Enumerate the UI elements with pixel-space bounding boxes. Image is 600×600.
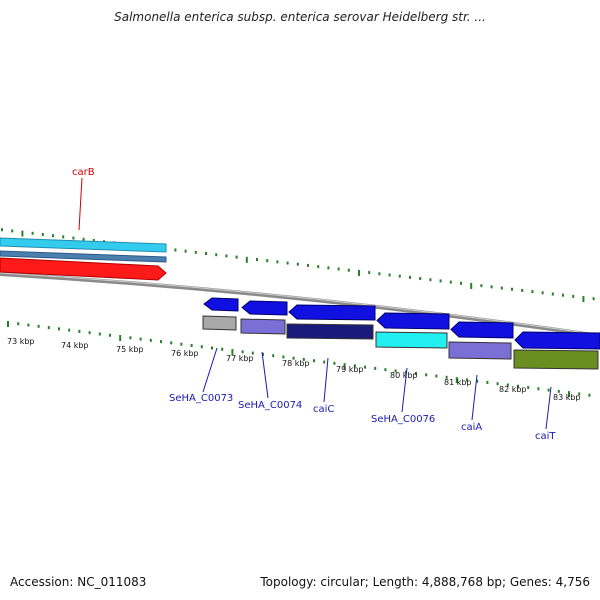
tick-label: 78 kbp [282,359,310,368]
label-leader-line [323,357,329,403]
gene-block-olive [513,349,599,370]
lower-gene-label: caiA [461,422,482,433]
tick-label: 81 kbp [444,378,472,387]
tick-label: 77 kbp [226,354,254,363]
gene-arrow-2 [241,300,288,316]
accession-text: Accession: NC_011083 [10,575,147,589]
tick-label: 83 kbp [553,393,581,402]
gene-block-navy [286,323,374,340]
gene-arrow-3 [288,304,376,321]
gene-arrow-6 [514,331,600,350]
tick-label: 80 kbp [390,371,418,380]
tick-labels: 73 kbp 74 kbp 75 kbp 76 kbp 77 kbp 78 kbp 79 k… [7,337,581,402]
gene-arrow-5 [450,321,514,339]
gene-block-purple-2 [448,341,512,360]
label-leader-line [202,347,218,393]
tick-label: 76 kbp [171,349,199,358]
lower-gene-label: SeHA_C0076 [371,414,435,425]
map-title: Salmonella enterica subsp. enterica sero… [114,10,486,24]
tick-label: 79 kbp [336,365,364,374]
backbone [0,272,600,338]
genome-summary-text: Topology: circular; Length: 4,888,768 bp… [260,575,590,589]
tick-label: 75 kbp [116,345,144,354]
label-leader-line [545,386,552,430]
label-leader-line [401,367,408,413]
label-leader-line [261,351,269,399]
tick-label: 73 kbp [7,337,35,346]
gene-arrow-4 [376,312,450,330]
lower-gene-label: caiC [313,404,334,415]
tick-label: 74 kbp [61,341,89,350]
upper-gene-label: carB [72,167,95,178]
gene-red-arrow [0,257,167,281]
lower-gene-labels: SeHA_C0073 SeHA_C0074 caiC SeHA_C0076 caiA ca… [169,347,556,442]
gene-arrow-1 [203,297,239,312]
lower-gene-label: SeHA_C0074 [238,400,302,411]
lower-strand-genes [202,297,600,370]
upper-gene-labels: carB [72,167,95,231]
gene-block-cyan [375,331,448,349]
gene-carB-dark [0,250,167,263]
gene-block-gray [202,315,237,331]
inner-tick-marks [7,321,591,398]
backbone-line [0,272,600,338]
lower-gene-label: caiT [535,431,556,442]
gene-block-purple-1 [240,318,286,335]
gene-carB-light [0,237,167,253]
upper-strand-genes [0,237,167,281]
lower-gene-label: SeHA_C0073 [169,393,233,404]
backbone-highlight [0,272,600,336]
label-leader-line [471,374,478,421]
tick-label: 82 kbp [499,385,527,394]
label-leader-line [78,177,83,231]
